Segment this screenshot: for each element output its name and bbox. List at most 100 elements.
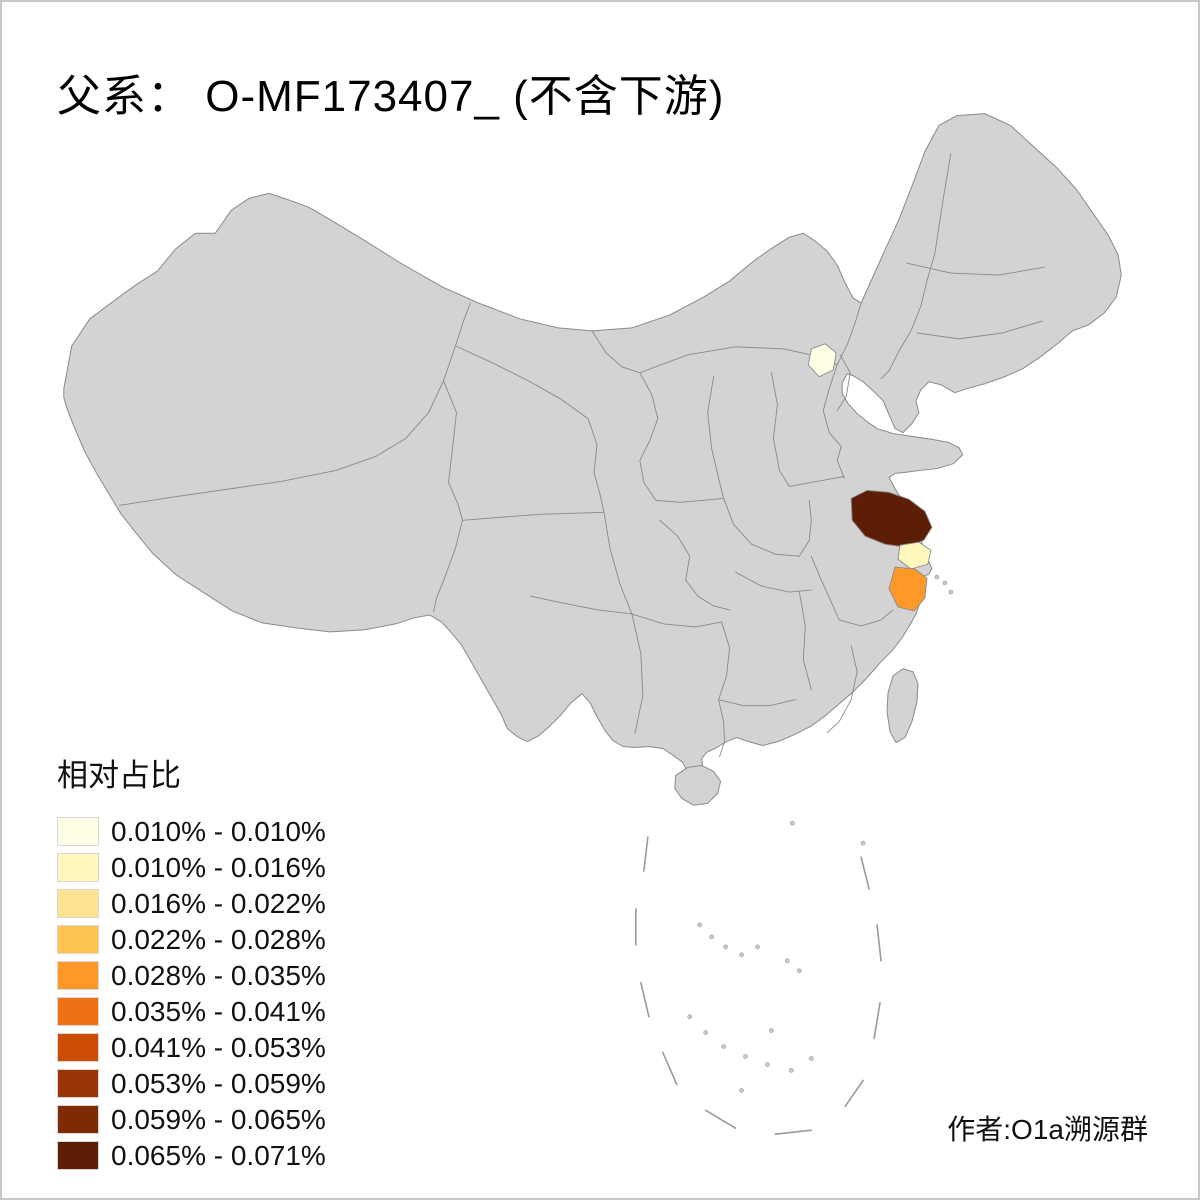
dash-segment	[643, 836, 649, 872]
province-border	[916, 320, 1043, 340]
legend-row: 0.010% - 0.010%	[57, 815, 326, 847]
province-border	[826, 645, 858, 734]
province-border	[723, 497, 800, 557]
province-border	[659, 519, 691, 581]
small-island	[769, 1028, 774, 1033]
legend-label: 0.065% - 0.071%	[111, 1139, 326, 1171]
small-island	[790, 820, 795, 826]
small-island	[739, 952, 744, 958]
province-border	[639, 372, 659, 501]
province-border	[788, 475, 845, 487]
province-border	[810, 555, 840, 621]
dash-segment	[640, 981, 650, 1018]
dash-segment	[873, 1001, 881, 1040]
province-border	[920, 153, 952, 307]
legend-swatch	[57, 817, 99, 846]
nine-dash-line	[635, 836, 882, 1136]
small-island	[785, 958, 790, 964]
province-border	[838, 609, 894, 627]
dash-segment	[704, 1109, 737, 1130]
china-mainland-outline	[63, 113, 1122, 780]
legend-label: 0.016% - 0.022%	[111, 887, 326, 919]
region-beijing	[807, 343, 837, 378]
province-border	[707, 376, 725, 499]
province-border	[822, 364, 842, 447]
legend-row: 0.065% - 0.071%	[57, 1139, 326, 1171]
province-border	[603, 511, 633, 615]
mainland-group	[63, 113, 1122, 780]
legend: 相对占比 0.010% - 0.010% 0.010% - 0.016% 0.016…	[57, 750, 326, 1177]
small-island	[687, 1014, 692, 1019]
small-island	[765, 1062, 770, 1067]
dash-segment	[844, 1079, 864, 1108]
legend-label: 0.022% - 0.028%	[111, 923, 326, 955]
page-title: 父系： O-MF173407_ (不含下游)	[57, 72, 725, 121]
small-island	[709, 934, 714, 940]
province-border	[836, 446, 845, 479]
province-border	[655, 497, 725, 503]
province-border	[587, 418, 605, 513]
legend-label: 0.010% - 0.010%	[111, 815, 326, 847]
small-island	[789, 1068, 794, 1073]
province-border	[433, 380, 463, 613]
legend-row: 0.016% - 0.022%	[57, 887, 326, 919]
legend-swatch	[57, 1033, 99, 1062]
legend-swatch	[57, 997, 99, 1026]
province-border	[836, 354, 851, 412]
legend-label: 0.053% - 0.059%	[111, 1067, 326, 1099]
province-border	[798, 591, 812, 691]
small-island	[703, 1030, 708, 1035]
legend-label: 0.010% - 0.016%	[111, 851, 326, 883]
small-island	[739, 1088, 744, 1093]
province-border	[836, 302, 862, 366]
small-island	[697, 922, 702, 928]
small-island	[948, 589, 954, 595]
dash-segment	[661, 1051, 678, 1086]
legend-row: 0.059% - 0.065%	[57, 1103, 326, 1135]
small-island	[755, 944, 760, 950]
legend-label: 0.035% - 0.041%	[111, 995, 326, 1027]
province-border	[529, 595, 633, 615]
province-border	[631, 613, 644, 735]
small-island	[721, 1044, 726, 1049]
legend-label: 0.028% - 0.035%	[111, 959, 326, 991]
small-island	[860, 840, 866, 846]
province-border	[770, 372, 790, 487]
highlighted-regions	[807, 343, 933, 612]
legend-swatch	[57, 1141, 99, 1170]
region-zhejiang	[888, 566, 928, 612]
province-border	[798, 499, 812, 557]
province-border	[718, 699, 726, 757]
legend-row: 0.041% - 0.053%	[57, 1031, 326, 1063]
small-island	[743, 1054, 748, 1059]
province-border	[880, 305, 922, 380]
region-shanghai	[897, 541, 932, 570]
islands	[674, 574, 954, 1093]
small-island	[934, 574, 940, 580]
legend-title: 相对占比	[57, 758, 181, 793]
dash-segment	[774, 1129, 813, 1136]
hainan-island	[674, 764, 722, 806]
province-border	[718, 621, 731, 701]
legend-swatch	[57, 889, 99, 918]
small-island	[723, 944, 728, 950]
taiwan-island	[886, 668, 919, 744]
province-border	[735, 571, 812, 593]
legend-label: 0.059% - 0.065%	[111, 1103, 326, 1135]
legend-row: 0.053% - 0.059%	[57, 1067, 326, 1099]
dash-segment	[876, 924, 882, 962]
legend-label: 0.041% - 0.053%	[111, 1031, 326, 1063]
legend-swatch	[57, 1105, 99, 1134]
author-credit: 作者:O1a溯源群	[947, 1114, 1148, 1145]
province-border	[631, 613, 723, 628]
legend-row: 0.010% - 0.016%	[57, 851, 326, 883]
province-border	[685, 579, 731, 611]
legend-row: 0.022% - 0.028%	[57, 923, 326, 955]
small-island	[809, 1056, 814, 1061]
legend-swatch	[57, 1069, 99, 1098]
legend-swatch	[57, 961, 99, 990]
province-border	[119, 302, 471, 506]
dash-segment	[860, 856, 870, 890]
